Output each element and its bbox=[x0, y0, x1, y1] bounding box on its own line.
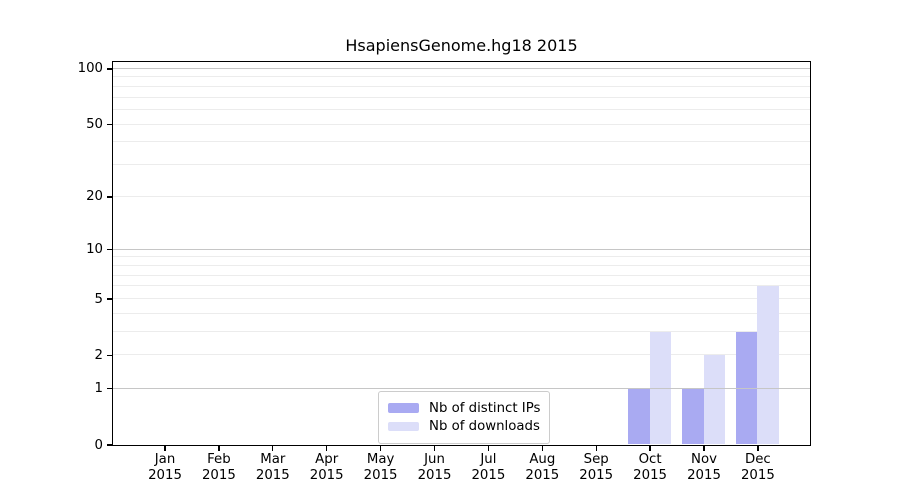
x-tick-year: 2015 bbox=[363, 467, 398, 483]
legend-swatch-distinct-ips bbox=[388, 403, 419, 413]
x-tick-mark bbox=[164, 446, 166, 451]
y-tick-mark bbox=[107, 387, 112, 390]
x-tick-year: 2015 bbox=[255, 467, 290, 483]
x-tick-label: Feb 2015 bbox=[183, 452, 255, 483]
chart-title: HsapiensGenome.hg18 2015 bbox=[345, 36, 578, 55]
x-tick-mark bbox=[757, 446, 759, 451]
gridline-major bbox=[112, 67, 810, 69]
x-tick-month: Feb bbox=[207, 452, 231, 467]
gridline-minor bbox=[112, 331, 810, 333]
x-tick-mark bbox=[433, 446, 436, 451]
y-tick-label: 50 bbox=[86, 117, 103, 133]
legend-item-distinct-ips: Nb of distinct IPs bbox=[388, 400, 540, 417]
x-tick-mark bbox=[487, 446, 490, 451]
y-tick-mark bbox=[107, 354, 112, 357]
gridline-minor bbox=[112, 285, 810, 287]
legend: Nb of distinct IPs Nb of downloads bbox=[378, 391, 551, 444]
x-tick-label: May 2015 bbox=[345, 452, 417, 483]
x-tick-label: Nov 2015 bbox=[668, 452, 740, 483]
x-tick-mark bbox=[272, 446, 274, 451]
gridline-minor bbox=[112, 109, 810, 111]
x-tick-month: Aug bbox=[529, 452, 556, 467]
x-tick-month: Jul bbox=[480, 452, 497, 467]
y-tick-mark bbox=[107, 196, 112, 198]
x-tick-month: Jun bbox=[424, 452, 445, 467]
x-tick-month: Oct bbox=[638, 452, 662, 467]
bar-downloads bbox=[703, 354, 725, 445]
gridline-minor bbox=[112, 256, 810, 258]
gridline-major bbox=[112, 248, 810, 250]
x-tick-mark bbox=[541, 446, 543, 451]
x-tick-label: Oct 2015 bbox=[614, 452, 686, 483]
legend-label-distinct-ips: Nb of distinct IPs bbox=[429, 400, 541, 416]
x-tick-label: Jun 2015 bbox=[399, 452, 471, 483]
bar-distinct-ips bbox=[628, 388, 650, 445]
x-tick-year: 2015 bbox=[687, 467, 721, 483]
gridline-minor bbox=[112, 264, 810, 266]
gridline-minor bbox=[112, 312, 810, 314]
x-tick-label: Jan 2015 bbox=[129, 452, 201, 483]
x-tick-month: Sep bbox=[583, 452, 609, 467]
gridline-minor bbox=[112, 96, 810, 98]
gridline-minor bbox=[112, 354, 810, 356]
x-tick-month: Dec bbox=[745, 452, 771, 467]
x-tick-year: 2015 bbox=[525, 467, 560, 483]
gridline-minor bbox=[112, 141, 810, 143]
x-tick-mark bbox=[595, 446, 597, 451]
x-tick-month: Nov bbox=[691, 452, 717, 467]
gridline-minor bbox=[112, 274, 810, 276]
x-tick-mark bbox=[703, 446, 705, 451]
x-tick-mark bbox=[379, 446, 382, 451]
legend-item-downloads: Nb of downloads bbox=[388, 418, 540, 435]
y-tick-label: 20 bbox=[86, 189, 103, 205]
y-tick-label: 100 bbox=[77, 61, 103, 77]
x-tick-mark bbox=[218, 446, 220, 451]
x-tick-label: Sep 2015 bbox=[560, 452, 632, 483]
y-tick-mark bbox=[107, 68, 112, 70]
gridline-minor bbox=[112, 195, 810, 197]
x-tick-year: 2015 bbox=[417, 467, 452, 483]
gridline-minor bbox=[112, 76, 810, 78]
y-tick-mark bbox=[107, 444, 112, 446]
x-tick-year: 2015 bbox=[148, 467, 182, 483]
gridline-minor bbox=[112, 298, 810, 299]
legend-swatch-downloads bbox=[388, 421, 419, 432]
x-tick-year: 2015 bbox=[740, 467, 775, 483]
y-tick-label: 0 bbox=[94, 437, 103, 453]
x-tick-year: 2015 bbox=[633, 467, 668, 483]
bar-downloads bbox=[757, 285, 779, 445]
x-tick-label: Dec 2015 bbox=[722, 452, 794, 483]
x-tick-year: 2015 bbox=[201, 467, 236, 483]
x-tick-year: 2015 bbox=[309, 467, 344, 483]
legend-label-downloads: Nb of downloads bbox=[429, 419, 540, 434]
gridline-minor bbox=[112, 85, 810, 87]
y-tick-label: 2 bbox=[94, 347, 103, 363]
y-tick-label: 1 bbox=[94, 381, 103, 397]
x-tick-mark bbox=[649, 446, 651, 451]
x-tick-month: Mar bbox=[260, 452, 286, 467]
x-tick-label: Mar 2015 bbox=[237, 452, 309, 483]
x-tick-month: Jan bbox=[154, 452, 176, 467]
bar-distinct-ips bbox=[682, 388, 704, 445]
y-tick-label: 10 bbox=[86, 242, 103, 258]
x-tick-label: Jul 2015 bbox=[452, 452, 524, 483]
gridline-minor bbox=[112, 164, 810, 166]
y-tick-mark bbox=[107, 123, 112, 126]
x-tick-label: Apr 2015 bbox=[291, 452, 363, 483]
x-tick-month: Apr bbox=[315, 452, 339, 467]
x-tick-month: May bbox=[366, 452, 395, 467]
plot-area bbox=[111, 60, 811, 446]
y-tick-mark bbox=[107, 248, 112, 251]
gridline-major bbox=[112, 387, 810, 389]
x-tick-label: Aug 2015 bbox=[506, 452, 578, 483]
x-tick-mark bbox=[326, 446, 328, 451]
gridline-minor bbox=[112, 123, 810, 125]
y-tick-label: 5 bbox=[94, 291, 103, 307]
x-tick-year: 2015 bbox=[579, 467, 614, 483]
x-tick-year: 2015 bbox=[471, 467, 506, 483]
y-tick-mark bbox=[107, 298, 112, 300]
